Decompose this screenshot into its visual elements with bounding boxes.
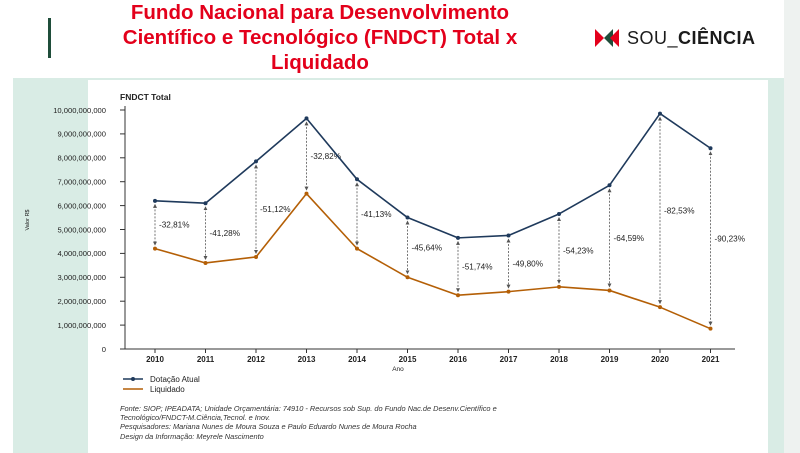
sou-ciencia-logo: SOU_CIÊNCIA (595, 26, 756, 50)
chart-panel (88, 80, 768, 453)
y-tick-label: 5,000,000,000 (57, 225, 106, 234)
liquidado-point (658, 305, 662, 310)
header-accent-bar (48, 18, 51, 58)
dotacao-atual-point (708, 146, 713, 151)
dotacao-atual-point (153, 198, 157, 203)
legend-label-dotacao: Dotação Atual (150, 375, 200, 384)
y-tick-label: 10,000,000,000 (53, 106, 106, 115)
legend-label-liquidado: Liquidado (150, 385, 185, 394)
y-tick-label: 7,000,000,000 (57, 178, 106, 187)
difference-label: -41,13% (361, 210, 392, 219)
difference-label: -64,59% (614, 234, 645, 243)
chart-title: FNDCT Total (120, 92, 171, 102)
dotacao-atual-point (203, 201, 208, 206)
x-tick-label: 2010 (146, 355, 164, 364)
difference-label: -45,64% (412, 243, 443, 252)
liquidado-point (506, 289, 511, 294)
right-edge-strip (784, 0, 800, 453)
difference-label: -82,53% (664, 206, 695, 215)
dotacao-atual-line (154, 112, 711, 239)
difference-label: -49,80% (513, 260, 544, 269)
dotacao-atual-point (506, 233, 511, 238)
dotacao-atual-point (557, 211, 561, 216)
difference-label: -41,28% (210, 229, 241, 238)
y-tick-label: 9,000,000,000 (57, 130, 106, 139)
liquidado-point (557, 284, 561, 289)
dotacao-atual-point (254, 159, 258, 164)
difference-label: -51,74% (462, 263, 493, 272)
x-tick-label: 2015 (399, 355, 417, 364)
difference-label: -32,81% (159, 221, 190, 230)
source-line-1: Fonte: SIOP; IPEADATA; Unidade Orçamentá… (120, 404, 497, 413)
y-tick-label: 4,000,000,000 (57, 249, 106, 258)
y-tick-label: 1,000,000,000 (57, 321, 106, 330)
liquidado-point (203, 260, 208, 265)
dotacao-atual-point (607, 183, 612, 188)
x-tick-label: 2021 (702, 355, 720, 364)
x-tick-label: 2013 (298, 355, 316, 364)
y-tick-label: 0 (102, 345, 106, 354)
difference-label: -51,12% (260, 205, 291, 214)
liquidado-point (304, 191, 309, 196)
dotacao-atual-point (355, 177, 359, 182)
dotacao-atual-point (658, 111, 662, 116)
liquidado-point (456, 293, 460, 298)
dotacao-atual-point (405, 215, 410, 220)
source-line-3: Pesquisadores: Mariana Nunes de Moura So… (120, 422, 417, 432)
dotacao-atual-point (304, 116, 309, 121)
difference-label: -90,23% (715, 234, 746, 243)
page-title: Fundo Nacional para Desenvolvimento Cien… (60, 0, 580, 75)
liquidado-point (708, 326, 713, 331)
x-tick-label: 2011 (197, 355, 215, 364)
x-tick-label: 2020 (651, 355, 669, 364)
title-line-3: Liquidado (271, 51, 369, 74)
difference-label: -54,23% (563, 246, 594, 255)
liquidado-point (607, 288, 612, 293)
logo-text-light: SOU_ (627, 27, 679, 48)
sou-ciencia-logo-icon (595, 29, 619, 47)
x-tick-label: 2016 (449, 355, 467, 364)
y-axis-label: Valor R$ (25, 210, 31, 231)
liquidado-line (154, 192, 711, 330)
y-tick-label: 2,000,000,000 (57, 297, 106, 306)
title-line-2: Científico e Tecnológico (FNDCT) Total x (122, 26, 518, 49)
legend-marker-dotacao (131, 377, 135, 381)
title-line-1: Fundo Nacional para Desenvolvimento (130, 1, 510, 24)
liquidado-point (355, 246, 359, 251)
x-tick-label: 2017 (500, 355, 518, 364)
x-tick-label: 2012 (247, 355, 265, 364)
dotacao-atual-point (456, 235, 460, 240)
x-tick-label: 2014 (348, 355, 366, 364)
y-tick-label: 8,000,000,000 (57, 154, 106, 163)
logo-text-bold: CIÊNCIA (678, 27, 756, 48)
x-tick-label: 2018 (550, 355, 568, 364)
liquidado-point (254, 254, 258, 259)
x-axis-label: Ano (392, 366, 404, 373)
liquidado-point (405, 275, 410, 280)
source-notes: Fonte: SIOP; IPEADATA; Unidade Orçamentá… (120, 404, 760, 441)
logo-text: SOU_CIÊNCIA (627, 28, 756, 49)
x-tick-label: 2019 (601, 355, 619, 364)
header: Fundo Nacional para Desenvolvimento Cien… (0, 0, 800, 78)
difference-label: -32,82% (311, 152, 342, 161)
y-tick-label: 3,000,000,000 (57, 273, 106, 282)
source-line-4: Design da Informação: Meyrele Nascimento (120, 431, 264, 441)
liquidado-point (153, 246, 157, 251)
source-line-2: Tecnológico/FNDCT-M.Ciência,Tecnol. e In… (120, 413, 271, 423)
y-tick-label: 6,000,000,000 (57, 201, 106, 210)
